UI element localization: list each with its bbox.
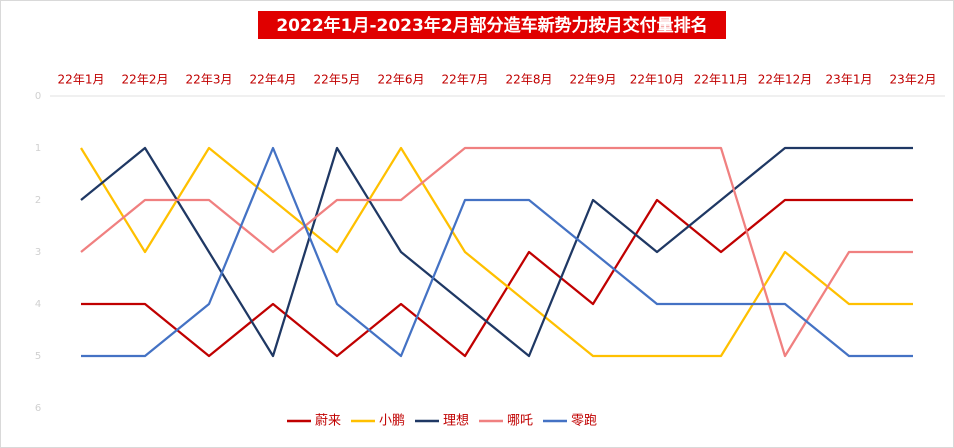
x-tick-label: 22年9月 — [570, 73, 617, 87]
x-tick-label: 22年3月 — [186, 73, 233, 87]
chart-title: 2022年1月-2023年2月部分造车新势力按月交付量排名 — [276, 15, 707, 36]
y-tick-label: 1 — [35, 143, 41, 154]
series-line — [80, 146, 913, 358]
x-tick-label: 22年11月 — [694, 73, 749, 87]
y-tick-label: 2 — [35, 195, 41, 206]
y-tick-label: 0 — [35, 91, 41, 102]
legend-label: 零跑 — [571, 414, 597, 429]
series-line — [80, 146, 913, 358]
x-tick-label: 22年6月 — [378, 73, 425, 87]
y-tick-label: 3 — [35, 247, 41, 258]
x-tick-label: 22年1月 — [58, 73, 105, 87]
title-box — [258, 11, 726, 39]
x-tick-label: 22年8月 — [506, 73, 553, 87]
legend-label: 理想 — [443, 413, 469, 429]
x-tick-label: 23年1月 — [826, 73, 873, 87]
legend-label: 小鹏 — [379, 414, 405, 429]
series-line — [80, 146, 913, 358]
x-tick-label: 22年7月 — [442, 73, 489, 87]
legend-label: 蔚来 — [315, 414, 341, 429]
x-tick-label: 23年2月 — [890, 73, 937, 87]
series-line — [81, 146, 913, 358]
x-tick-label: 22年12月 — [758, 73, 813, 87]
x-tick-label: 22年4月 — [250, 73, 297, 87]
series-line — [81, 198, 913, 358]
y-tick-label: 6 — [35, 403, 41, 414]
x-tick-label: 22年10月 — [630, 73, 685, 87]
x-tick-label: 22年2月 — [122, 73, 169, 87]
y-tick-label: 5 — [35, 351, 41, 362]
y-tick-label: 4 — [35, 299, 41, 310]
x-tick-label: 22年5月 — [314, 73, 361, 87]
legend-label: 哪吒 — [507, 414, 533, 429]
